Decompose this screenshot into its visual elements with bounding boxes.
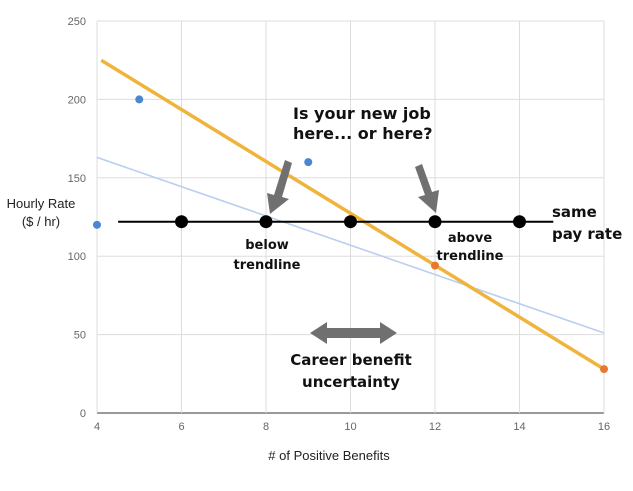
y-tick-label: 250 <box>68 16 86 28</box>
trendline-2 <box>100 58 605 371</box>
y-axis-title-line-1: Hourly Rate <box>7 196 76 211</box>
x-tick-label: 4 <box>94 421 100 433</box>
below-label-2: trendline <box>234 258 301 273</box>
y-axis-title-line-2: ($ / hr) <box>22 214 60 229</box>
data-point <box>93 220 101 229</box>
uncertainty-label-2: uncertainty <box>302 373 400 391</box>
same-pay-label-1: same <box>552 203 597 221</box>
gridlines <box>96 20 605 414</box>
data-point <box>135 95 144 104</box>
data-point <box>431 261 439 270</box>
data-points <box>93 95 608 374</box>
question-line-2: here... or here? <box>293 124 433 143</box>
above-label-2: trendline <box>437 249 504 264</box>
x-tick-label: 16 <box>598 421 610 433</box>
same-pay-rate-line <box>118 215 554 229</box>
x-tick-label: 10 <box>344 421 356 433</box>
x-tick-label: 8 <box>263 421 269 433</box>
uncertainty-label-1: Career benefit <box>290 351 412 369</box>
data-point <box>304 158 313 167</box>
above-label-1: above <box>448 231 492 246</box>
arrow-above-icon <box>415 164 439 213</box>
trendline-1 <box>96 156 605 334</box>
x-axis-title: # of Positive Benefits <box>268 448 390 463</box>
y-tick-label: 150 <box>68 173 86 185</box>
x-axis-ticks: 4 6 8 10 12 14 16 <box>94 421 610 433</box>
arrow-below-icon <box>267 160 292 214</box>
x-tick-label: 6 <box>178 421 184 433</box>
same-pay-point <box>513 215 526 229</box>
annotation-arrows <box>267 160 439 344</box>
y-axis-ticks: 0 50 100 150 200 250 <box>68 16 86 420</box>
same-pay-point <box>259 215 273 229</box>
y-tick-label: 200 <box>68 94 86 106</box>
double-arrow-icon <box>310 322 397 344</box>
same-pay-point <box>428 215 442 229</box>
below-label-1: below <box>245 238 289 253</box>
trendlines <box>96 58 605 371</box>
y-tick-label: 100 <box>68 251 86 263</box>
data-point <box>600 365 608 374</box>
y-tick-label: 0 <box>80 408 86 420</box>
same-pay-point <box>175 215 188 229</box>
question-line-1: Is your new job <box>293 104 431 123</box>
x-tick-label: 12 <box>429 421 441 433</box>
same-pay-point <box>344 215 357 229</box>
y-tick-label: 50 <box>74 330 86 342</box>
same-pay-label-2: pay rate <box>552 225 622 243</box>
x-tick-label: 14 <box>513 421 525 433</box>
